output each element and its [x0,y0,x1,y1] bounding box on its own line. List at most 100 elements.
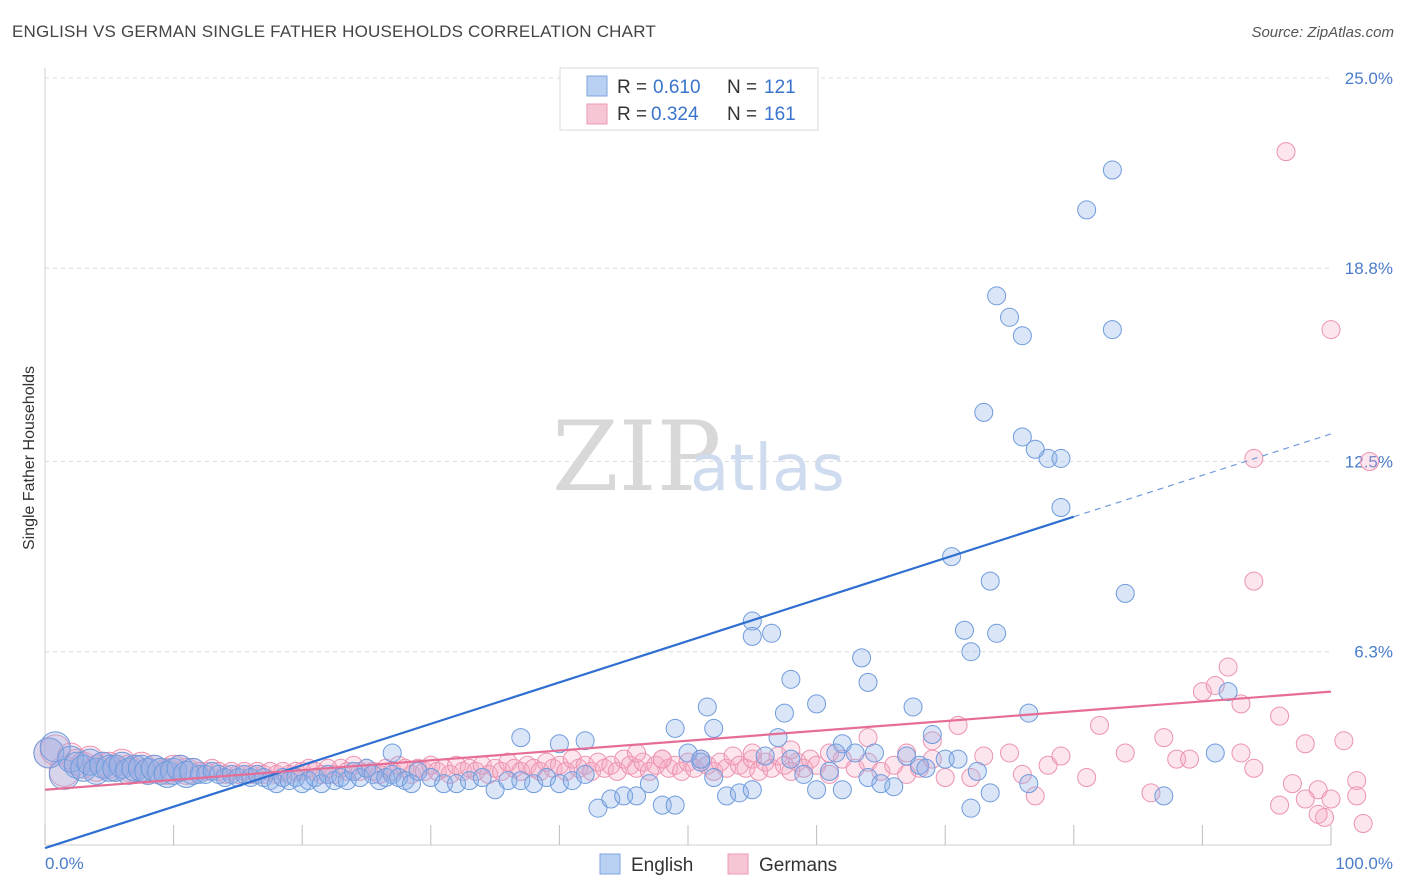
germans-point [627,743,647,763]
germans-point [1295,789,1315,809]
y-tick-label: 6.3% [1354,643,1393,662]
germans-point [1244,758,1264,778]
germans-point [1282,774,1302,794]
english-point [980,783,1000,803]
english-point [1102,320,1122,340]
english-point [1051,498,1071,518]
germans-point [1180,749,1200,769]
english-point [826,743,846,763]
english-point [350,768,370,788]
germans-point [1051,746,1071,766]
germans-point [1231,743,1251,763]
english-point [781,669,801,689]
english-trend-extension [1073,433,1332,518]
english-point [961,798,981,818]
english-point [1205,743,1225,763]
english-point [1051,448,1071,468]
english-point [588,798,608,818]
english-point [897,746,917,766]
english-point [691,749,711,769]
english-point [485,780,505,800]
english-point [987,623,1007,643]
germans-point [1077,768,1097,788]
english-point [967,761,987,781]
english-point [697,697,717,717]
chart-title: ENGLISH VS GERMAN SINGLE FATHER HOUSEHOL… [12,22,656,41]
english-point [1218,682,1238,702]
axes [44,68,1332,846]
germans-point [858,752,878,772]
english-point [1000,307,1019,327]
bottom-germans-swatch [727,853,749,875]
germans-point [1218,657,1238,677]
germans-point [1360,452,1380,471]
english-point [781,749,801,769]
english-point [627,786,647,806]
watermark: ZIP atlas [552,401,845,513]
english-point [922,725,942,745]
germans-point [1000,743,1019,763]
english-point [717,786,737,806]
english-point [549,734,569,754]
germans-point [884,755,904,775]
english-point [948,749,968,769]
english-r-label: R = [617,77,647,98]
english-point [639,774,659,794]
english-point [974,402,994,422]
english-point [704,768,724,788]
english-point [980,571,1000,591]
english-point [871,774,891,794]
english-points [33,160,1238,818]
english-point [1077,200,1097,220]
english-point [832,780,852,800]
germans-point [1295,734,1315,754]
germans-point [704,761,724,781]
english-trend-line [44,515,1075,850]
germans-point [1353,814,1373,834]
english-point [864,743,884,763]
y-axis-label: Single Father Households [21,366,38,550]
english-point [954,620,974,640]
english-n-value: 121 [764,77,796,98]
english-point [729,783,749,803]
germans-point [1321,789,1341,809]
english-point [382,743,402,763]
english-point [742,780,762,800]
y-tick-label: 25.0% [1345,69,1393,88]
germans-point [1276,142,1296,162]
english-point [402,774,422,794]
watermark-atlas: atlas [690,432,845,506]
english-point [832,734,852,754]
english-point [1154,786,1174,806]
germans-point [1270,706,1290,726]
germans-point [440,764,460,784]
bottom-legend: English Germans [599,853,837,876]
germans-point [1321,320,1341,340]
germans-point [1012,764,1032,784]
germans-point [1038,755,1058,775]
germans-point [1090,715,1110,735]
english-point [762,623,782,643]
germans-point [794,758,814,778]
germans-point [1347,771,1367,791]
gridlines [45,77,1331,653]
germans-point [935,768,955,788]
germans-r-value: 0.324 [651,104,699,125]
germans-r-label: R = [617,104,647,125]
english-point [33,737,65,769]
germans-point [922,731,942,751]
stats-legend: R = 0.610 N = 121 R = 0.324 N = 161 [559,67,819,131]
english-point [1025,439,1045,459]
english-point [768,728,788,748]
english-point [852,648,872,668]
english-point [884,777,904,797]
germans-point [1270,795,1290,815]
english-point [742,626,762,646]
germans-point [1154,728,1174,748]
germans-swatch [586,103,608,125]
english-point [1012,427,1032,447]
english-point [903,697,923,717]
x-tick-labels: 0.0% 100.0% [45,854,1393,873]
english-point [807,694,827,714]
